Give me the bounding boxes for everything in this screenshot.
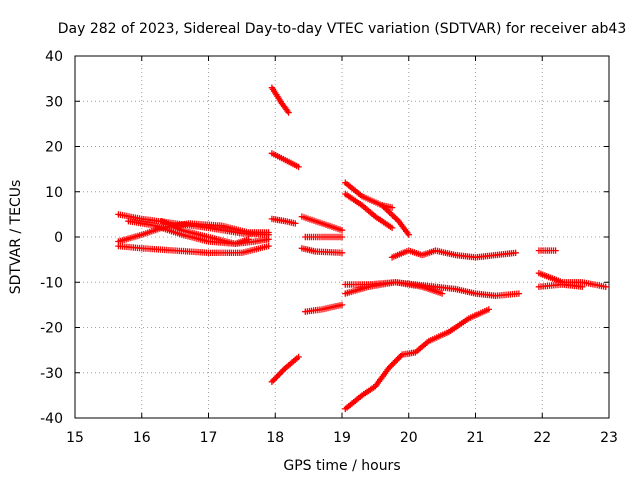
data-series-7 [268,215,299,227]
data-series-20 [535,247,559,254]
data-series-5 [268,84,292,116]
data-series-14 [342,190,396,232]
data-series-12 [302,301,346,315]
data-marks [115,84,609,413]
x-tick-label: 15 [66,430,84,446]
data-points [388,247,519,261]
data-points [268,353,302,385]
data-series-19 [342,306,492,413]
data-points [268,84,292,116]
data-points [302,233,346,241]
data-points [535,281,586,290]
y-tick-label: -10 [40,275,63,291]
y-tick-label: 30 [45,94,63,110]
data-points [342,190,396,232]
data-series-11 [298,245,346,256]
y-tick-label: 0 [54,230,63,246]
x-tick-label: 22 [533,430,551,446]
data-points [158,218,272,247]
data-series-6 [268,150,302,171]
data-series-10 [302,233,346,241]
y-axis-label: SDTVAR / TECUs [8,180,24,295]
x-axis-label: GPS time / hours [283,458,400,474]
y-tick-label: 10 [45,185,63,201]
x-tick-label: 16 [133,430,151,446]
data-series-18 [342,279,446,297]
data-points [268,215,299,227]
y-tick-label: 20 [45,140,63,156]
data-series-4 [158,218,272,247]
data-series-16 [388,247,519,261]
x-tick-label: 20 [400,430,418,446]
chart-title: Day 282 of 2023, Sidereal Day-to-day VTE… [58,21,627,37]
data-points [298,245,346,256]
x-tick-label: 17 [200,430,218,446]
data-points [268,150,302,171]
y-tick-label: -30 [40,366,63,382]
data-points [115,242,272,256]
x-tick-label: 21 [467,430,485,446]
data-series-22 [535,281,586,290]
x-tick-label: 19 [333,430,351,446]
data-series-8 [268,353,302,385]
data-points [342,306,492,413]
data-points [535,247,559,254]
x-tick-label: 18 [266,430,284,446]
x-tick-label: 23 [600,430,618,446]
data-series-15 [378,202,412,238]
axis-ticks: 15 16 17 18 19 20 21 22 23 40 30 20 10 0 -10 -20 -30 -40 [40,49,618,446]
y-tick-label: -20 [40,321,63,337]
data-series-9 [298,213,346,234]
data-points [342,279,446,297]
y-tick-label: -40 [40,411,63,427]
data-series-2 [115,242,272,256]
data-points [298,213,346,234]
data-points [378,202,412,238]
data-points [302,301,346,315]
y-tick-label: 40 [45,49,63,65]
